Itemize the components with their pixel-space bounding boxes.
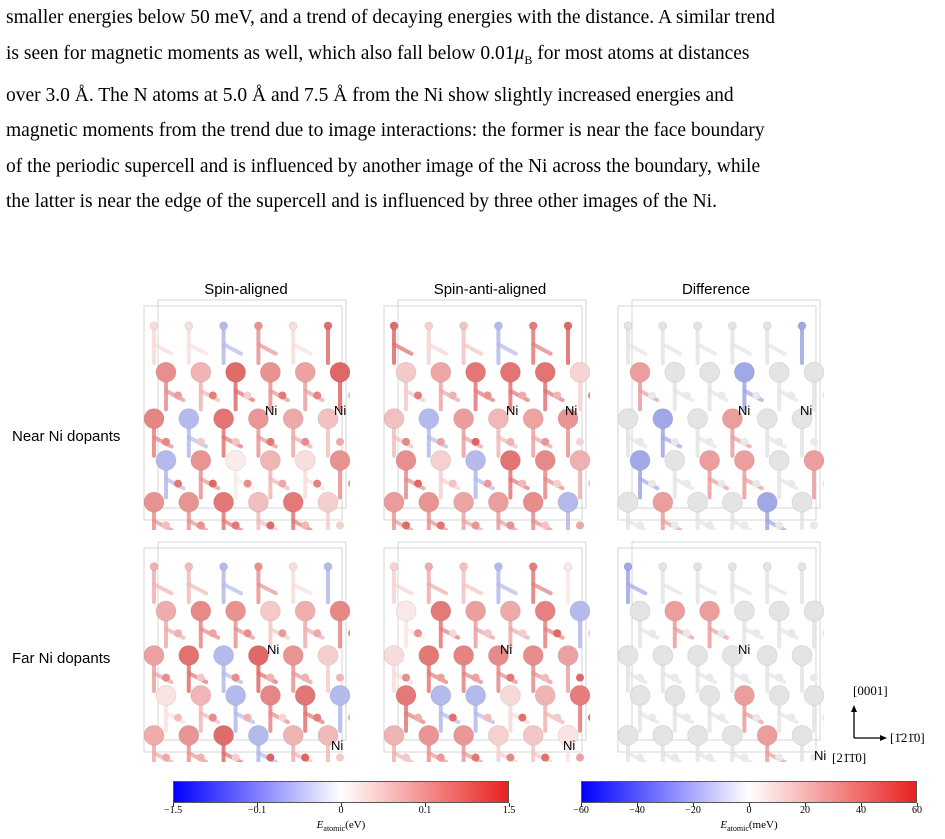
crystal-structure-image xyxy=(617,299,830,542)
colorbar-tick xyxy=(804,803,806,807)
colorbar-gradient xyxy=(581,781,917,803)
colorbar-title: Eatomic(meV) xyxy=(720,819,778,834)
colorbar-tick-label: 60 xyxy=(912,805,922,816)
ni-label: Ni xyxy=(506,403,519,418)
axis-arrows-icon xyxy=(851,705,887,741)
column-title-difference: Difference xyxy=(681,281,751,298)
axis-label-horizontal: [1̄21̄0] xyxy=(890,730,925,745)
paragraph-line-6: the latter is near the edge of the super… xyxy=(6,191,717,213)
colorbar-tick-label: 0 xyxy=(338,805,344,816)
ni-label: Ni xyxy=(331,738,344,753)
ni-label: Ni xyxy=(814,748,827,763)
colorbar-tick-label: 0.1 xyxy=(418,805,432,816)
colorbar-tick xyxy=(424,803,426,807)
colorbar-tick-label: 1.5 xyxy=(502,805,516,816)
ni-label: Ni xyxy=(563,738,576,753)
crystal-structure-image xyxy=(383,299,596,542)
row-label-near: Near Ni dopants xyxy=(12,428,121,445)
panel-far-spin-anti-aligned xyxy=(380,540,596,773)
paragraph-line-2: is seen for magnetic moments as well, wh… xyxy=(6,42,750,67)
ni-label: Ni xyxy=(565,403,578,418)
ni-label: Ni xyxy=(267,642,280,657)
colorbar-tick-label: 0 xyxy=(746,805,752,816)
colorbar-tick-label: −1.5 xyxy=(163,805,183,816)
panel-near-spin-anti-aligned xyxy=(380,298,596,542)
ni-label: Ni xyxy=(334,403,347,418)
paragraph-line-3: over 3.0 Å. The N atoms at 5.0 Å and 7.5… xyxy=(6,84,734,106)
colorbar-energy-mev: −60 −40 −20 0 20 40 60 Eatomic(meV) xyxy=(573,781,922,839)
colorbar-tick xyxy=(636,803,638,807)
panel-near-spin-aligned xyxy=(140,298,356,542)
colorbar-tick-label: −20 xyxy=(685,805,701,816)
colorbar-tick xyxy=(580,803,582,807)
colorbar-tick xyxy=(692,803,694,807)
crystal-structure-image xyxy=(143,541,356,773)
colorbar-tick xyxy=(508,803,510,807)
colorbar-tick xyxy=(860,803,862,807)
panel-far-spin-aligned xyxy=(140,540,356,773)
paragraph-line-1: smaller energies below 50 meV, and a tre… xyxy=(6,7,775,28)
column-title-spin-aligned: Spin-aligned xyxy=(204,281,288,298)
panel-far-difference xyxy=(614,540,830,773)
colorbar-tick xyxy=(916,803,918,807)
colorbar-tick-label: 20 xyxy=(800,805,810,816)
colorbar-tick-label: −60 xyxy=(573,805,589,816)
colorbar-tick-label: −40 xyxy=(629,805,645,816)
column-title-spin-anti-aligned: Spin-anti-aligned xyxy=(433,281,547,298)
axis-label-vertical: [0001] xyxy=(853,683,888,698)
paragraph-line-5: of the periodic supercell and is influen… xyxy=(6,155,761,177)
colorbar-tick xyxy=(172,803,174,807)
ni-label: Ni xyxy=(738,642,751,657)
ni-label: Ni xyxy=(738,403,751,418)
paragraph-line-4: magnetic moments from the trend due to i… xyxy=(6,120,765,142)
colorbar-title: Eatomic(eV) xyxy=(316,819,366,834)
colorbar-tick-label: 40 xyxy=(856,805,866,816)
crystal-structure-image xyxy=(617,541,830,773)
colorbar-gradient xyxy=(173,781,509,803)
colorbar-tick xyxy=(748,803,750,807)
body-paragraph: smaller energies below 50 meV, and a tre… xyxy=(6,0,936,220)
ni-label: Ni xyxy=(800,403,813,418)
colorbar-tick xyxy=(340,803,342,807)
colorbar-tick-label: −0.1 xyxy=(247,805,267,816)
colorbar-tick xyxy=(256,803,258,807)
crystal-structure-image xyxy=(143,299,356,542)
colorbar-energy-ev: −1.5 −0.1 0 0.1 1.5 Eatomic(eV) xyxy=(164,781,515,839)
crystal-structure-image xyxy=(383,541,596,773)
ni-label: Ni xyxy=(265,403,278,418)
ni-label: Ni xyxy=(500,642,513,657)
panel-near-difference xyxy=(614,298,830,542)
row-label-far: Far Ni dopants xyxy=(12,650,111,667)
axis-label-diagonal: [21̄1̄0] xyxy=(832,750,867,765)
